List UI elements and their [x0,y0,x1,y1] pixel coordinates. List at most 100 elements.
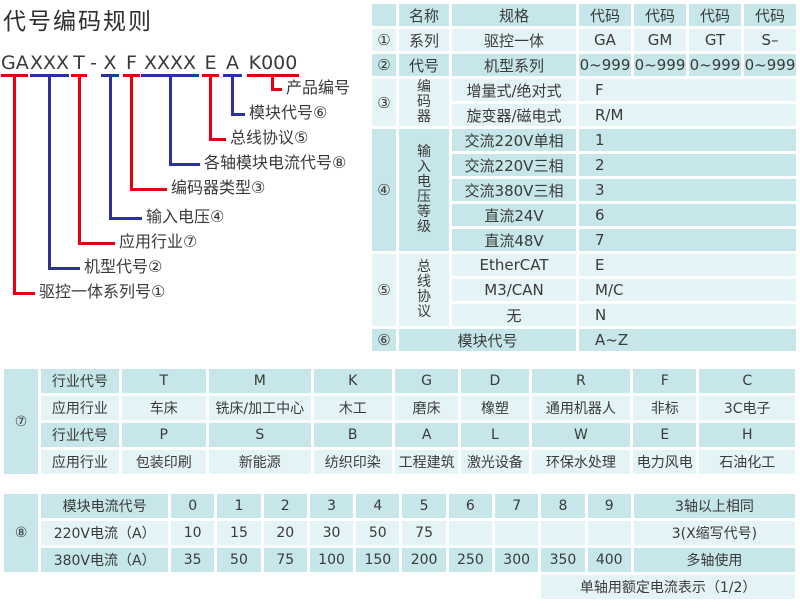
industry-name-cell: 石油化工 [699,450,795,474]
spec-cell: 直流24V [452,204,576,226]
current-value-cell [448,521,493,545]
callout-line-v [169,77,172,166]
spec-row-3a: ③ 编码器 增量式/绝对式 F [372,79,796,126]
current-value-cell [541,521,585,545]
spec-row-5c: 无 N [372,304,796,326]
industry-name-cell: 纺织印染 [313,450,392,474]
code-segment-dash: - [90,52,97,74]
spec-row-5a: ⑤ 总线协议 EtherCAT E [372,254,796,326]
code-cell: 0~999 [689,54,741,76]
industry-name-cell: 新能源 [209,450,311,474]
industry-code-cell: H [699,423,795,447]
row-label: 行业代号 [41,369,119,393]
current-code-cell: 3 [309,494,354,518]
current-value-cell: 100 [309,548,354,572]
industry-code-cell: D [461,369,529,393]
spec-row-4d: 直流24V 6 [372,204,796,226]
current-value-cell: 50 [217,548,261,572]
table-number: ⑦ [4,369,39,474]
current-value-cell: 300 [495,548,539,572]
industry-name-cell: 铣床/加工中心 [209,396,311,420]
callout-line-v [209,77,212,141]
current-value-cell: 75 [263,548,307,572]
spec-cell: 交流220V三相 [452,154,576,176]
current-code-cell: 9 [587,494,631,518]
code-cell: 1 [579,129,796,151]
industry-code-cell: E [633,423,697,447]
code-cell: R/M [579,104,796,126]
code-segment-voltage: X [101,53,119,77]
current-value-cell [587,521,631,545]
industry-row-1: ⑦ 行业代号 T M K G D R F C [4,369,795,474]
callout-voltage: 输入电压④ [146,207,225,226]
code-diagram: 代号编码规则 GA XXX T - X F XXXX E A K000 产品编号… [0,0,370,360]
row-label: 行业代号 [41,423,119,447]
industry-name-cell: 木工 [313,396,392,420]
callout-line-v [109,77,112,220]
code-cell: N [579,304,796,326]
header-name: 名称 [399,4,449,26]
current-code-cell: 8 [541,494,585,518]
code-cell: GA [579,29,631,51]
name-cell: 模块代号 [399,329,576,351]
industry-code-cell: S [209,423,311,447]
current-value-cell: 10 [171,521,215,545]
current-code-cell: 2 [263,494,307,518]
industry-name-cell: 环保水处理 [531,450,631,474]
industry-name-cell: 工程建筑 [394,450,459,474]
current-value-cell: 50 [356,521,400,545]
spec-cell: 交流380V三相 [452,179,576,201]
spec-row-3b: 旋变器/磁电式 R/M [372,104,796,126]
code-cell: 7 [579,229,796,251]
row-label: 380V电流（A） [41,548,169,572]
vertical-label: 总线协议 [417,258,431,321]
footer-spacer [4,575,538,599]
spec-table: 名称 规格 代码 代码 代码 代码 ① 系列 驱控一体 GA GM GT S– … [369,1,799,354]
footer-note: 单轴用额定电流表示（1/2） [541,575,795,599]
callout-module: 模块代号⑥ [249,103,328,122]
code-cell: 3 [579,179,796,201]
spec-cell: 驱控一体 [452,29,576,51]
spec-cell: 无 [452,304,576,326]
code-segment-industry: T [71,53,87,77]
current-code-cell: 7 [495,494,539,518]
callout-model: 机型代号② [84,257,163,276]
callout-line-h [209,138,226,141]
industry-code-cell: T [121,369,206,393]
current-row-1: ⑧ 模块电流代号 0 1 2 3 4 5 6 7 8 9 3轴以上相同 [4,494,795,572]
row-label: 模块电流代号 [41,494,169,518]
callout-bus: 总线协议⑤ [230,128,309,147]
current-row-2: 220V电流（A） 10 15 20 30 50 75 3(X缩写代号) [4,521,795,545]
page-title: 代号编码规则 [3,9,153,35]
current-code-cell: 5 [402,494,446,518]
current-code-cell: 0 [171,494,215,518]
note-cell: 3轴以上相同 [633,494,795,518]
industry-name-cell: 包装印刷 [121,450,206,474]
callout-line-v [271,77,274,91]
note-cell: 多轴使用 [633,548,795,572]
current-value-cell: 250 [448,548,493,572]
spec-row-5b: M3/CAN M/C [372,279,796,301]
industry-row-3: 行业代号 P S B A L W E H [4,423,795,447]
current-value-cell: 400 [587,548,631,572]
spec-cell: 增量式/绝对式 [452,79,576,101]
note-cell: 3(X缩写代号) [633,521,795,545]
header-code: 代码 [579,4,631,26]
industry-name-cell: 磨床 [394,396,459,420]
header-code: 代码 [689,4,741,26]
row-label: 220V电流（A） [41,521,169,545]
table-number: ⑧ [4,494,39,572]
code-cell: 0~999 [634,54,686,76]
spec-row-4e: 直流48V 7 [372,229,796,251]
code-segment-axis-current: XXXX [141,53,199,77]
row-number: ① [372,29,396,51]
industry-code-cell: G [394,369,459,393]
current-value-cell: 35 [171,548,215,572]
industry-code-cell: B [313,423,392,447]
row-number: ② [372,54,396,76]
code-cell: 0~999 [579,54,631,76]
current-value-cell: 75 [402,521,446,545]
code-segment-module: A [223,53,242,77]
industry-name-cell: 车床 [121,396,206,420]
spec-row-4a: ④ 输入电压等级 交流220V单相 1 [372,129,796,251]
